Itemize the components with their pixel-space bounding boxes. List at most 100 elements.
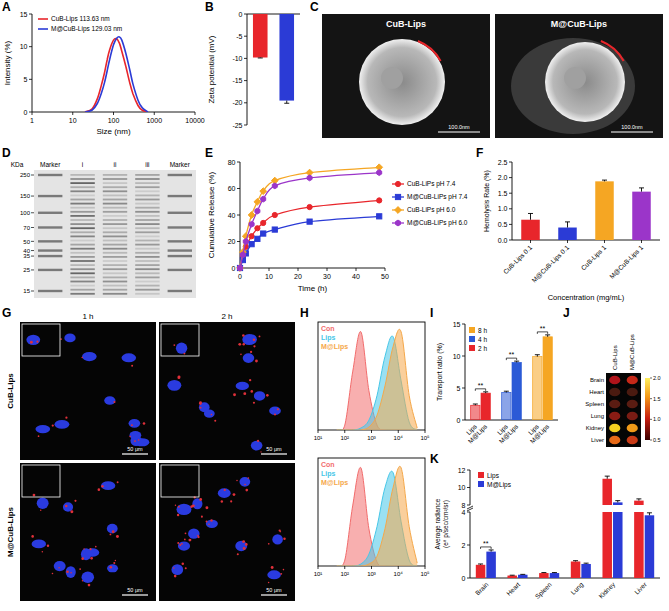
nucleus (251, 441, 263, 451)
uptake-dot (201, 516, 203, 518)
y-axis-title: Intensity (%) (3, 40, 12, 85)
error-cap (478, 563, 483, 564)
bar (279, 14, 294, 101)
error-bar (541, 572, 546, 573)
legend-swatch (469, 345, 475, 351)
error-cap (258, 57, 263, 58)
y-axis-title: Hemolysis Rate (%) (483, 170, 491, 232)
colorbar-label: 2.0 (653, 375, 661, 381)
panel-letter: J (563, 306, 570, 320)
nucleus (242, 334, 256, 345)
sample-band (135, 231, 159, 233)
marker-tick (31, 291, 34, 292)
sample-band (135, 240, 159, 242)
marker (307, 219, 312, 224)
uptake-dot (52, 573, 54, 575)
bar (550, 573, 560, 578)
legend-label: 2 h (478, 345, 487, 352)
sample-band (103, 178, 127, 180)
uptake-dot (131, 424, 133, 426)
nucleus (64, 334, 75, 343)
x-tick (32, 112, 33, 115)
sample-band (70, 231, 94, 233)
marker-band (38, 290, 62, 292)
uptake-dot (60, 338, 62, 340)
error-cap (552, 572, 557, 573)
marker-label: 50 (23, 239, 30, 245)
sample-band (70, 244, 94, 246)
uptake-dot (47, 545, 49, 547)
uptake-dot (181, 543, 183, 545)
panel-letter: E (205, 146, 213, 160)
sample-band (103, 260, 127, 262)
y-tick (462, 324, 465, 325)
y-tick-label: 2 (462, 542, 466, 549)
x-tick-label: M@Lips (528, 422, 551, 445)
uptake-dot (40, 510, 41, 511)
error-line (567, 222, 568, 228)
uptake-dot (182, 562, 184, 564)
bar (507, 576, 517, 578)
uptake-dot (197, 535, 199, 537)
uptake-dot (185, 532, 187, 534)
uptake-dot (66, 570, 69, 573)
scale-bar (611, 131, 653, 132)
panel-letter: B (205, 0, 214, 14)
bar (543, 337, 552, 420)
uptake-dot (129, 436, 131, 438)
sample-band (103, 195, 127, 197)
x-tick-label: M@Lips (497, 422, 520, 445)
y-tick (244, 14, 247, 15)
uptake-dot (279, 529, 281, 531)
bar (613, 512, 623, 578)
x-tick-label: 10³ (367, 571, 376, 577)
organ-signal (609, 424, 620, 433)
marker-label: 250 (20, 172, 31, 178)
y-tick-label: 1.5 (498, 190, 508, 197)
x-tick-label: Heart (505, 581, 521, 597)
uptake-dot (240, 353, 242, 355)
error-cap (510, 575, 515, 576)
plot-area (237, 164, 383, 272)
x-tick-label: 10⁴ (394, 571, 404, 577)
uptake-dot (253, 402, 255, 404)
plot-area (471, 335, 553, 420)
sample-band (103, 244, 127, 246)
plot-area (85, 37, 148, 112)
uptake-dot (255, 360, 258, 363)
plot-area (602, 476, 643, 505)
plot-frame (318, 458, 425, 566)
sample-band (103, 236, 127, 238)
y-tick-label: 20 (228, 238, 236, 245)
row-title: CuB-Lips (6, 373, 15, 409)
legend-swatch (478, 472, 484, 478)
x-tick-label: 20 (294, 273, 302, 280)
uptake-dot (65, 417, 67, 419)
error-bar (565, 222, 570, 228)
x-tick-label: 100 (108, 117, 120, 124)
error-bar (528, 213, 533, 219)
uptake-dot (253, 338, 256, 341)
core (564, 67, 586, 89)
x-tick-label: 10¹ (314, 571, 323, 577)
error-bar (573, 560, 578, 562)
y-tick-label: 10 (20, 43, 28, 50)
inset (161, 465, 199, 497)
y-tick-label: 0 (239, 11, 243, 18)
uptake-dot (233, 393, 236, 396)
x-tick-label: 10⁴ (394, 435, 404, 441)
uptake-dot (236, 480, 238, 482)
plot-area (337, 466, 418, 566)
scale-bar (261, 453, 287, 454)
marker-label: 15 (23, 288, 30, 294)
y-tick-label: 4 (462, 509, 466, 516)
sample-band (103, 211, 127, 213)
error-cap (565, 221, 570, 222)
y-tick (509, 162, 512, 163)
marker-band (38, 174, 62, 176)
uptake-dot (238, 343, 241, 346)
x-tick (604, 240, 605, 243)
colorbar-label: 0.5 (653, 437, 661, 443)
y-tick (509, 224, 512, 225)
organ-signal (609, 376, 620, 385)
